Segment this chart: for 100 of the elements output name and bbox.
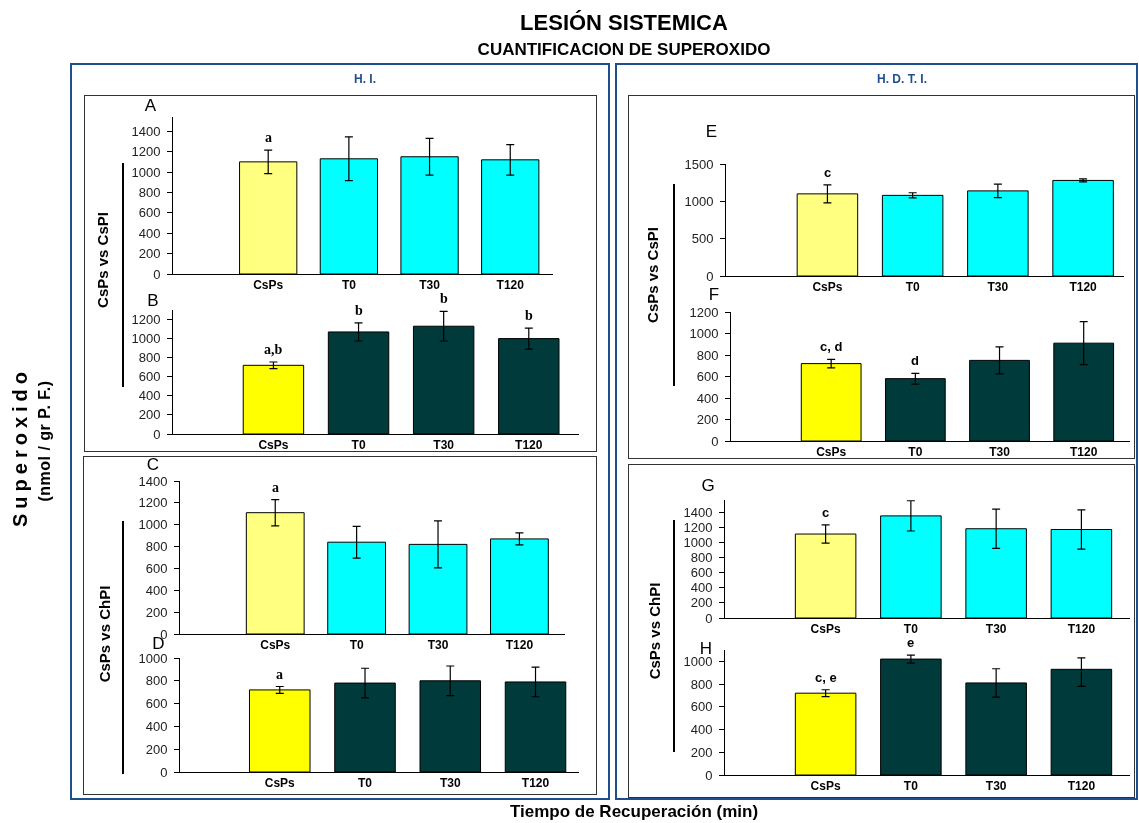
y-tick-label: 0	[705, 610, 713, 626]
x-tick-label: T30	[985, 779, 1007, 794]
data-label: b	[525, 308, 533, 323]
y-tick-label: 600	[145, 696, 168, 712]
x-tick-label: T120	[1070, 444, 1098, 459]
y-tick-label: 200	[138, 407, 161, 423]
y-tick-label: 1200	[689, 304, 719, 320]
x-tick-label: CsPs	[810, 779, 841, 794]
chart-title: E	[705, 121, 718, 141]
data-label: d	[911, 352, 919, 368]
y-tick-label: 1000	[131, 164, 161, 180]
y-tick-label: 0	[706, 268, 714, 284]
x-tick-label: T30	[439, 776, 461, 791]
data-label: c, d	[820, 338, 843, 354]
x-tick-label: CsPs	[816, 444, 847, 459]
text: Superoxido	[9, 366, 31, 528]
x-tick-label: T30	[985, 622, 1007, 637]
data-label: c	[822, 505, 830, 520]
x-tick-label: T120	[1069, 280, 1098, 295]
y-tick-label: 1000	[683, 534, 713, 550]
y-tick-label: 200	[696, 411, 719, 427]
chart-title: B	[147, 290, 159, 310]
x-tick-label: CsPs	[258, 438, 289, 453]
y-tick-label: 800	[696, 347, 719, 363]
y-tick-label: 1000	[138, 517, 168, 533]
y-tick-label: 0	[711, 433, 719, 449]
y-tick-label: 400	[690, 580, 713, 596]
chart-title: A	[144, 95, 157, 115]
x-tick-label: T0	[351, 438, 366, 453]
y-tick-label: 600	[690, 699, 713, 715]
x-tick-label: T120	[1067, 622, 1096, 637]
y-tick-label: 1200	[683, 519, 713, 535]
x-tick-label: T30	[987, 280, 1009, 295]
data-label: a	[276, 667, 283, 682]
chart-title: C	[146, 454, 160, 474]
x-tick-label: T120	[515, 438, 543, 453]
y-tick-label: 0	[153, 426, 161, 442]
y-tick-label: 400	[696, 390, 719, 406]
y-tick-label: 1200	[138, 495, 168, 511]
y-tick-label: 1200	[131, 312, 161, 328]
text: H. I.	[353, 72, 377, 87]
y-tick-label: 400	[145, 582, 168, 598]
y-tick-label: 400	[138, 225, 161, 241]
data-label: c, e	[815, 670, 837, 685]
y-axis-title: CsPs vs ChPI	[645, 582, 664, 680]
y-tick-label: 1000	[131, 331, 161, 347]
y-tick-label: 1400	[683, 504, 713, 520]
x-tick-label: T0	[903, 779, 919, 794]
y-tick-label: 1400	[138, 473, 168, 489]
x-tick-label: CsPs	[253, 278, 284, 293]
y-tick-label: 800	[690, 550, 713, 566]
y-tick-label: 800	[138, 350, 161, 366]
x-tick-label: CsPs	[810, 622, 841, 637]
y-tick-label: 400	[690, 722, 713, 738]
y-tick-label: 600	[138, 369, 161, 385]
y-tick-label: 1500	[684, 156, 714, 172]
x-tick-label: T120	[1067, 779, 1096, 794]
y-axis-title: CsPs vs CsPI	[643, 227, 662, 323]
y-tick-label: 1200	[131, 144, 161, 160]
text: (nmol / gr P. F.)	[36, 380, 54, 502]
x-tick-label: T120	[505, 638, 534, 653]
y-tick-label: 0	[160, 764, 168, 780]
y-tick-label: 400	[138, 388, 161, 404]
data-label: c	[824, 165, 832, 180]
x-tick-label: T0	[905, 280, 920, 295]
y-tick-label: 500	[691, 231, 714, 247]
x-tick-label: T120	[521, 776, 550, 791]
x-tick-label: CsPs	[812, 280, 843, 295]
x-tick-label: CsPs	[264, 776, 296, 791]
x-tick-label: T120	[496, 278, 525, 293]
y-tick-label: 600	[138, 205, 161, 221]
data-label: b	[440, 291, 448, 306]
x-tick-label: T0	[349, 638, 364, 653]
text: H. D. T. I.	[876, 72, 928, 87]
y-tick-label: 200	[145, 741, 168, 757]
x-tick-label: T30	[989, 444, 1011, 459]
y-tick-label: 400	[145, 718, 168, 734]
y-tick-label: 800	[145, 539, 168, 555]
text: CUANTIFICACION DE SUPEROXIDO	[477, 39, 771, 60]
y-tick-label: 800	[690, 676, 713, 692]
x-tick-label: T0	[903, 622, 919, 637]
y-tick-label: 200	[138, 246, 161, 262]
x-tick-label: CsPs	[260, 638, 291, 653]
chart-title: G	[701, 475, 715, 495]
x-tick-label: T0	[358, 776, 373, 791]
y-axis-title: CsPs vs CsPI	[93, 212, 112, 308]
data-label: a	[265, 130, 272, 145]
x-tick-label: T30	[427, 638, 449, 653]
y-tick-label: 1000	[138, 650, 168, 666]
x-tick-label: T30	[419, 278, 441, 293]
data-label: b	[355, 303, 363, 318]
y-tick-label: 200	[690, 595, 713, 611]
data-label: a	[272, 480, 279, 495]
data-label: a,b	[264, 342, 283, 357]
y-tick-label: 600	[690, 565, 713, 581]
data-label: e	[907, 635, 915, 650]
y-tick-label: 600	[145, 560, 168, 576]
y-tick-label: 200	[690, 744, 713, 760]
y-tick-label: 200	[145, 604, 168, 620]
text: Tiempo de Recuperación (min)	[509, 801, 759, 822]
